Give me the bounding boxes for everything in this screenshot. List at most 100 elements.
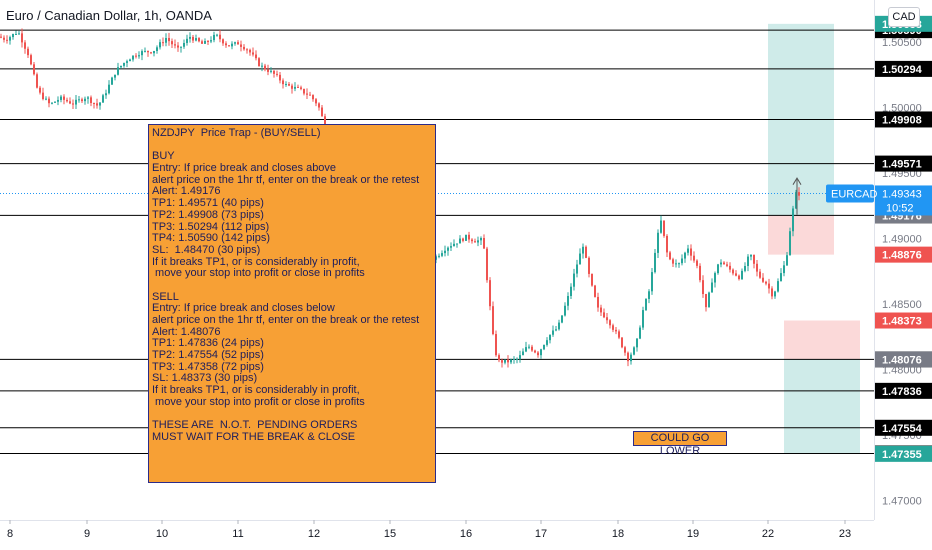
candle-body bbox=[150, 52, 152, 54]
candle-body bbox=[96, 103, 98, 106]
candle-body bbox=[474, 241, 476, 243]
candle-body bbox=[159, 42, 161, 48]
symbol-label: EURCAD bbox=[831, 188, 878, 200]
candle-body bbox=[690, 248, 692, 256]
axis-price-tag-bg bbox=[875, 246, 932, 263]
note-line: Alert: 1.48076 bbox=[152, 325, 221, 338]
candle-body bbox=[462, 238, 464, 241]
candle-body bbox=[78, 99, 80, 101]
x-tick-label: 8 bbox=[7, 528, 13, 540]
axis-price-tag: 1.48876 bbox=[882, 250, 922, 262]
candle-body bbox=[531, 346, 533, 351]
candle-body bbox=[657, 232, 659, 253]
candle-body bbox=[87, 97, 89, 99]
candle-body bbox=[558, 322, 560, 330]
candle-body bbox=[105, 93, 107, 96]
candle-body bbox=[21, 33, 23, 43]
candle-body bbox=[63, 96, 65, 100]
candle-body bbox=[618, 331, 620, 338]
candle-body bbox=[168, 37, 170, 42]
candle-body bbox=[549, 334, 551, 341]
candle-body bbox=[270, 70, 272, 72]
candle-body bbox=[573, 273, 575, 287]
candle-body bbox=[651, 272, 653, 292]
candle-body bbox=[294, 86, 296, 89]
candle-body bbox=[219, 34, 221, 40]
note-line: SL: 1.48373 (30 pips) bbox=[152, 372, 258, 385]
candle-body bbox=[645, 298, 647, 311]
note-line: If it breaks TP1, or is considerably in … bbox=[152, 255, 360, 268]
candle-body bbox=[609, 320, 611, 326]
candle-body bbox=[783, 265, 785, 274]
candle-body bbox=[162, 42, 164, 44]
candle-body bbox=[771, 288, 773, 297]
candle-body bbox=[33, 64, 35, 75]
x-tick-label: 23 bbox=[839, 528, 851, 540]
candle-body bbox=[516, 358, 518, 360]
candle-body bbox=[525, 347, 527, 352]
candle-body bbox=[285, 84, 287, 86]
candle-body bbox=[792, 208, 794, 232]
candle-body bbox=[39, 87, 41, 93]
candle-body bbox=[789, 231, 791, 256]
candle-body bbox=[714, 273, 716, 283]
candle-body bbox=[453, 243, 455, 247]
candle-body bbox=[84, 98, 86, 102]
candle-body bbox=[465, 234, 467, 241]
countdown-label: 10:52 bbox=[886, 202, 914, 214]
note-line: alert price on the 1hr tf, enter on the … bbox=[152, 314, 420, 326]
candle-body bbox=[207, 41, 209, 43]
candle-body bbox=[615, 329, 617, 332]
candle-body bbox=[537, 352, 539, 356]
candle-body bbox=[561, 315, 563, 323]
could-go-lower-label[interactable]: COULD GO LOWER bbox=[633, 431, 727, 457]
candle-body bbox=[309, 94, 311, 96]
candle-body bbox=[717, 264, 719, 274]
candle-body bbox=[498, 355, 500, 361]
candle-body bbox=[195, 38, 197, 41]
candle-body bbox=[456, 243, 458, 245]
candle-body bbox=[636, 338, 638, 348]
note-line: TP1: 1.49571 (40 pips) bbox=[152, 197, 264, 210]
candle-body bbox=[546, 340, 548, 345]
candle-body bbox=[267, 69, 269, 72]
candle-body bbox=[9, 37, 11, 41]
note-line: TP2: 1.49908 (73 pips) bbox=[152, 208, 264, 221]
note-line: alert price on the 1hr tf, enter on the … bbox=[152, 173, 420, 186]
candle-body bbox=[732, 269, 734, 274]
candle-body bbox=[18, 33, 20, 35]
candle-body bbox=[459, 238, 461, 244]
chart-title: Euro / Canadian Dollar, 1h, OANDA bbox=[6, 8, 212, 23]
candle-body bbox=[180, 46, 182, 48]
candle-body bbox=[282, 80, 284, 85]
candle-body bbox=[252, 52, 254, 55]
note-line: move your stop into profit or close in p… bbox=[152, 395, 365, 408]
candle-body bbox=[633, 347, 635, 355]
candle-body bbox=[126, 61, 128, 63]
candle-body bbox=[288, 84, 290, 86]
level-price-tag-bg bbox=[875, 111, 932, 128]
candle-body bbox=[489, 280, 491, 307]
x-tick-label: 16 bbox=[460, 528, 472, 540]
candle-body bbox=[678, 263, 680, 265]
candle-body bbox=[0, 36, 2, 38]
trade-plan-note[interactable]: NZDJPY Price Trap - (BUY/SELL) BUY Entry: … bbox=[148, 124, 436, 483]
candle-body bbox=[54, 101, 56, 103]
candle-body bbox=[228, 45, 230, 47]
candle-body bbox=[681, 258, 683, 264]
candle-body bbox=[705, 294, 707, 308]
candle-body bbox=[696, 260, 698, 266]
note-line: TP3: 1.47358 (72 pips) bbox=[152, 360, 264, 373]
candle-body bbox=[795, 192, 797, 209]
candle-body bbox=[492, 306, 494, 335]
candle-body bbox=[213, 34, 215, 41]
candle-body bbox=[768, 283, 770, 289]
currency-button[interactable]: CAD bbox=[888, 7, 920, 27]
candle-body bbox=[720, 262, 722, 265]
candle-body bbox=[447, 247, 449, 251]
y-tick-label: 1.50500 bbox=[882, 37, 922, 49]
candle-body bbox=[663, 220, 665, 236]
candle-body bbox=[48, 98, 50, 104]
y-tick-label: 1.48500 bbox=[882, 299, 922, 311]
